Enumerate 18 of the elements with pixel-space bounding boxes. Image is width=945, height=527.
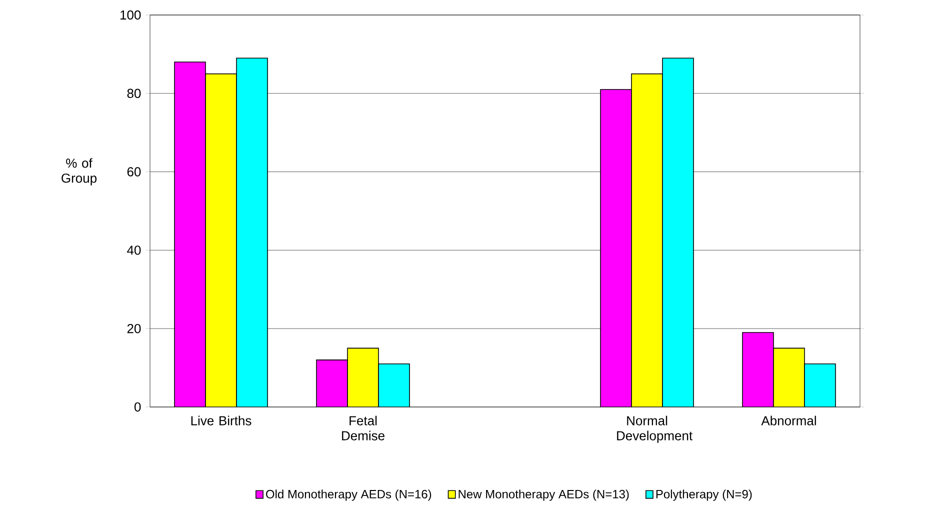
legend-label: Polytherapy (N=9) [656, 490, 752, 501]
y-tick-label: 100 [120, 10, 141, 20]
y-axis-title: % of Group [62, 158, 97, 186]
y-tick-label: 60 [127, 167, 141, 176]
legend-label: New Monotherapy AEDs (N=13) [458, 490, 629, 501]
bar [600, 89, 632, 407]
x-tick-label: Live Births [191, 416, 252, 426]
x-tick-label: Normal Development [617, 416, 692, 443]
x-tick-label: Fetal Demise [342, 416, 384, 440]
y-tick-label: 0 [134, 402, 141, 412]
legend-label: Old Monotherapy AEDs (N=16) [266, 490, 432, 501]
y-tick-label: 20 [127, 324, 141, 334]
bar [174, 62, 206, 407]
y-tick-label: 40 [127, 246, 141, 255]
bar [742, 332, 774, 407]
bar [316, 360, 348, 407]
x-tick-label: Abnormal [761, 416, 816, 426]
y-tick-label: 80 [127, 88, 141, 98]
